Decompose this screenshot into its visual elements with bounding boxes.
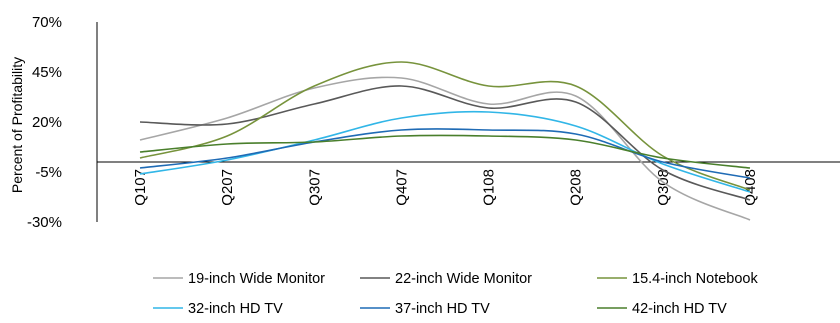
legend-label: 19-inch Wide Monitor	[188, 271, 325, 287]
y-tick-label: 45%	[32, 64, 62, 81]
x-tick-label: Q407	[393, 169, 410, 206]
x-tick-label: Q207	[219, 169, 236, 206]
legend-label: 37-inch HD TV	[395, 301, 490, 317]
legend: 19-inch Wide Monitor 22-inch Wide Monitor…	[153, 271, 758, 317]
y-axis-tick-labels: 70% 45% 20% -5% -30%	[27, 14, 62, 231]
y-tick-label: -5%	[35, 164, 62, 181]
legend-label: 15.4-inch Notebook	[632, 271, 758, 287]
y-axis-label: Percent of Profitability	[9, 57, 25, 193]
y-tick-label: 70%	[32, 14, 62, 31]
y-tick-label: -30%	[27, 214, 62, 231]
legend-label: 32-inch HD TV	[188, 301, 283, 317]
x-axis-tick-labels: Q107 Q207 Q307 Q407 Q108 Q208 Q308 Q408	[132, 169, 759, 206]
legend-label: 42-inch HD TV	[632, 301, 727, 317]
x-tick-label: Q307	[306, 169, 323, 206]
x-tick-label: Q308	[655, 169, 672, 206]
legend-label: 22-inch Wide Monitor	[395, 271, 532, 287]
y-tick-label: 20%	[32, 114, 62, 131]
x-tick-label: Q108	[481, 169, 498, 206]
x-tick-label: Q208	[568, 169, 585, 206]
